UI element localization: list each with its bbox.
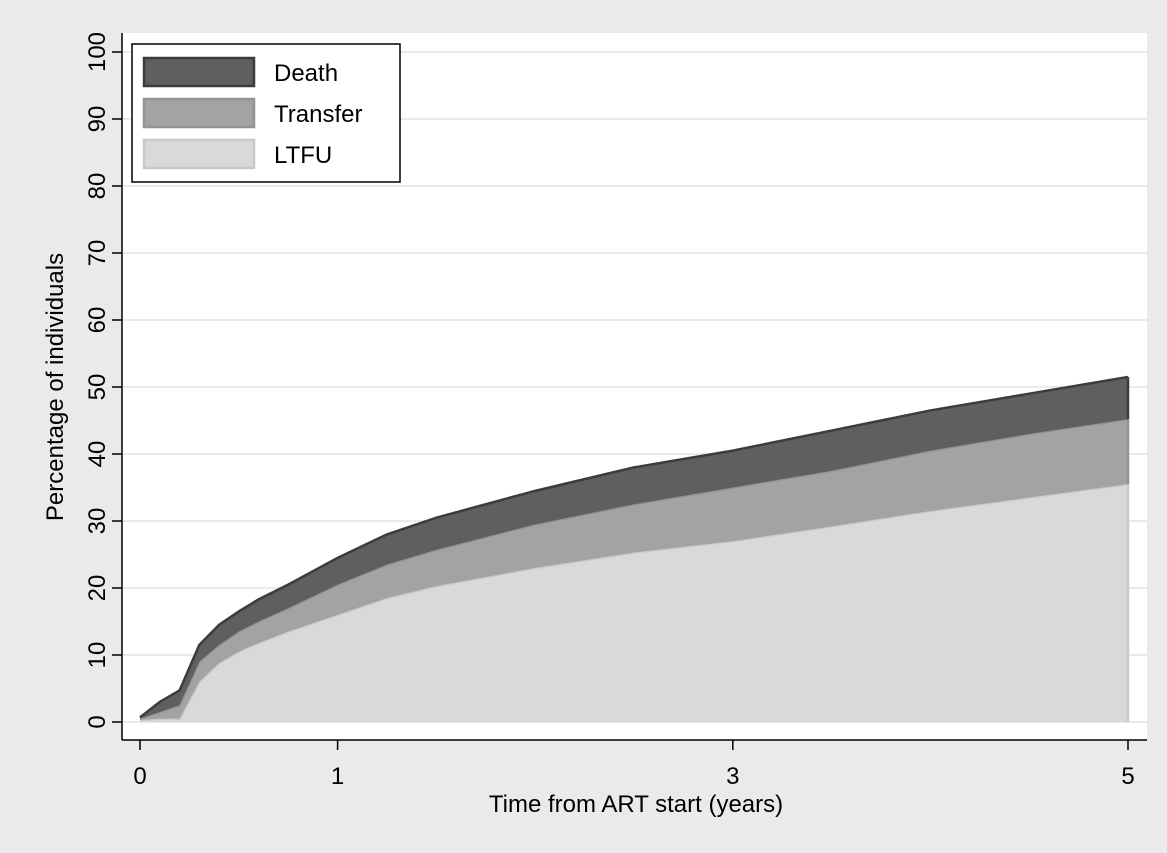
y-tick-label: 80 (84, 173, 111, 200)
area-fill (140, 484, 1128, 722)
legend-swatch (142, 56, 256, 88)
area-fill (140, 376, 1128, 719)
y-tick-label: 40 (84, 441, 111, 468)
y-tick-label: 60 (84, 307, 111, 334)
legend-swatch (142, 97, 256, 129)
x-tick-label: 1 (331, 763, 344, 790)
y-tick-label: 50 (84, 374, 111, 401)
legend: Death Transfer LTFU (131, 43, 401, 183)
legend-label: Transfer (274, 101, 362, 128)
y-tick-label: 30 (84, 508, 111, 535)
area-fill (140, 419, 1128, 720)
y-tick-label: 10 (84, 642, 111, 669)
y-tick-label: 0 (84, 715, 111, 728)
legend-label: Death (274, 60, 338, 87)
legend-label: LTFU (274, 142, 332, 169)
y-tick-label: 20 (84, 575, 111, 602)
y-tick-label: 90 (84, 106, 111, 133)
y-axis-title: Percentage of individuals (42, 253, 69, 521)
x-tick-label: 0 (133, 763, 146, 790)
x-tick-label: 3 (726, 763, 739, 790)
x-axis-title: Time from ART start (years) (489, 791, 783, 818)
legend-swatch (142, 138, 256, 170)
area-top-edge (139, 375, 1129, 719)
x-tick-label: 5 (1121, 763, 1134, 790)
y-tick-label: 100 (84, 32, 111, 72)
y-tick-label: 70 (84, 240, 111, 267)
